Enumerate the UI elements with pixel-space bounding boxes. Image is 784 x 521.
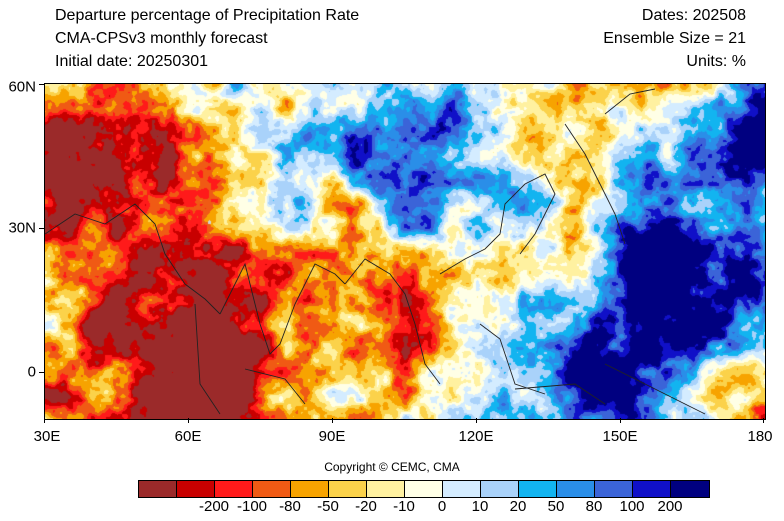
colorbar-label: 0 (437, 498, 447, 515)
x-tickmark (476, 418, 477, 423)
colorbar (138, 480, 710, 498)
colorbar-swatch (595, 481, 633, 497)
colorbar-label: -100 (236, 498, 268, 515)
y-tickmark (39, 372, 44, 373)
colorbar-swatch (481, 481, 519, 497)
initial-date: Initial date: 20250301 (55, 53, 209, 70)
colorbar-swatch (443, 481, 481, 497)
colorbar-label: 100 (619, 498, 645, 515)
colorbar-label: 10 (471, 498, 489, 515)
model-name: CMA-CPSv3 monthly forecast (55, 30, 268, 47)
colorbar-swatch (405, 481, 443, 497)
coastline (564, 123, 626, 245)
coastline (604, 88, 656, 115)
y-tick-label: 0 (27, 363, 36, 381)
colorbar-swatch (557, 481, 595, 497)
copyright-notice: Copyright © CEMC, CMA (324, 460, 460, 474)
units-label: Units: % (686, 53, 746, 70)
x-tickmark (620, 418, 621, 423)
colorbar-label: -10 (393, 498, 415, 515)
precipitation-anomaly-map (44, 83, 766, 420)
colorbar-label: -200 (198, 498, 230, 515)
colorbar-swatch (367, 481, 405, 497)
colorbar-swatch (633, 481, 671, 497)
colorbar-label: 20 (509, 498, 527, 515)
y-tick-label: 30N (8, 219, 36, 237)
y-tick-label: 60N (8, 78, 36, 96)
ensemble-size: Ensemble Size = 21 (603, 30, 746, 47)
colorbar-label: 80 (585, 498, 603, 515)
colorbar-swatch (671, 481, 709, 497)
coastline (45, 203, 221, 315)
colorbar-swatch (139, 481, 177, 497)
colorbar-swatch (291, 481, 329, 497)
x-tickmark (763, 418, 764, 423)
x-tickmark (188, 418, 189, 423)
coastline (244, 368, 306, 405)
map-title: Departure percentage of Precipitation Ra… (55, 7, 360, 24)
colorbar-swatch (519, 481, 557, 497)
x-tickmark (332, 418, 333, 423)
y-tickmark (39, 84, 44, 85)
coastline (604, 363, 706, 415)
x-tick-label: 60E (174, 428, 202, 445)
colorbar-swatch (215, 481, 253, 497)
colorbar-label: -50 (317, 498, 339, 515)
colorbar-label: 50 (547, 498, 565, 515)
anomaly-field (45, 84, 765, 419)
coastline-overlay (45, 88, 706, 415)
coastline (344, 258, 441, 385)
coastline (219, 262, 346, 355)
coastline (514, 383, 606, 405)
coastline (439, 173, 556, 275)
x-tick-label: 90E (318, 428, 346, 445)
x-tick-label: 180 (747, 428, 773, 445)
colorbar-label: 200 (657, 498, 683, 515)
colorbar-label: -80 (279, 498, 301, 515)
colorbar-swatch (177, 481, 215, 497)
x-tick-label: 30E (33, 428, 61, 445)
colorbar-label: -20 (355, 498, 377, 515)
coastline (194, 303, 221, 415)
x-tickmark (44, 418, 45, 423)
x-tick-label: 120E (458, 428, 494, 445)
x-tick-label: 150E (602, 428, 638, 445)
y-tickmark (39, 228, 44, 229)
colorbar-swatch (329, 481, 367, 497)
coastline (479, 323, 546, 395)
colorbar-swatch (253, 481, 291, 497)
forecast-dates: Dates: 202508 (641, 7, 746, 24)
